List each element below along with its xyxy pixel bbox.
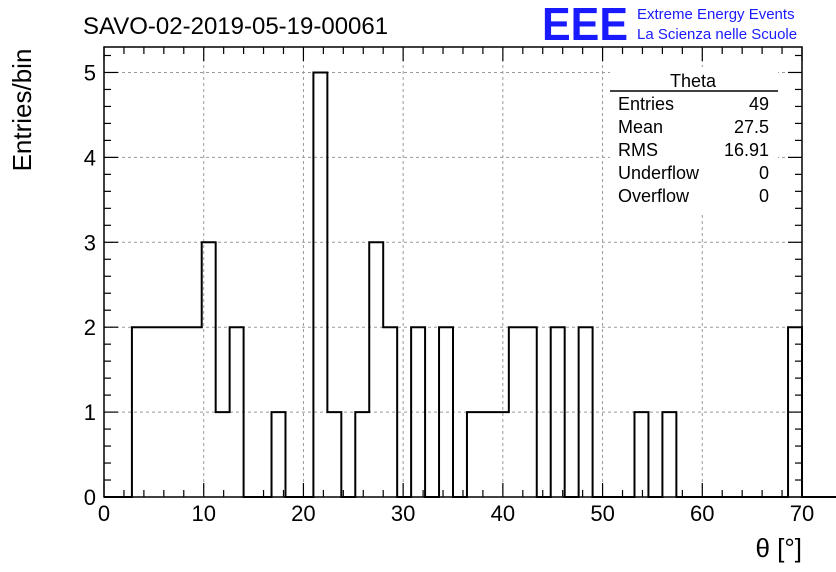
y-tick-label: 3 <box>84 230 96 255</box>
stats-title: Theta <box>670 71 717 91</box>
stats-value: 27.5 <box>734 117 769 137</box>
x-tick-label: 10 <box>191 501 215 526</box>
stats-value: 0 <box>759 186 769 206</box>
x-tick-label: 0 <box>98 501 110 526</box>
stats-label: Underflow <box>618 163 700 183</box>
x-tick-label: 70 <box>790 501 814 526</box>
stats-label: Mean <box>618 117 663 137</box>
stats-value: 0 <box>759 163 769 183</box>
stats-label: Entries <box>618 94 674 114</box>
stats-label: Overflow <box>618 186 690 206</box>
y-tick-label: 4 <box>84 145 96 170</box>
tick-labels: 0 10 20 30 40 50 60 70 0 1 2 3 4 5 <box>84 60 814 526</box>
x-tick-label: 40 <box>491 501 515 526</box>
stats-rows: Entries 49 Mean 27.5 RMS 16.91 Underflow 0 Overf… <box>618 94 769 206</box>
x-axis-title: θ [°] <box>755 533 802 563</box>
x-tick-label: 60 <box>690 501 714 526</box>
y-tick-label: 2 <box>84 315 96 340</box>
eee-logo: EEE Extreme Energy Events La Scienza nel… <box>542 0 797 50</box>
stats-value: 16.91 <box>724 140 769 160</box>
chart-title: SAVO-02-2019-05-19-00061 <box>83 13 388 40</box>
stats-box: Theta Entries 49 Mean 27.5 RMS 16.91 Underflow… <box>610 67 778 214</box>
y-tick-label: 0 <box>84 485 96 510</box>
stats-label: RMS <box>618 140 658 160</box>
logo-mark: EEE <box>542 0 628 50</box>
y-tick-label: 5 <box>84 60 96 85</box>
y-axis-title: Entries/bin <box>7 49 37 172</box>
x-tick-label: 50 <box>590 501 614 526</box>
plot-frame <box>103 46 803 498</box>
stats-value: 49 <box>749 94 769 114</box>
logo-line1: Extreme Energy Events <box>637 6 795 23</box>
axes <box>103 46 803 498</box>
logo-line2: La Scienza nelle Scuole <box>637 26 797 43</box>
y-tick-label: 1 <box>84 400 96 425</box>
x-tick-label: 30 <box>391 501 415 526</box>
x-tick-label: 20 <box>291 501 315 526</box>
